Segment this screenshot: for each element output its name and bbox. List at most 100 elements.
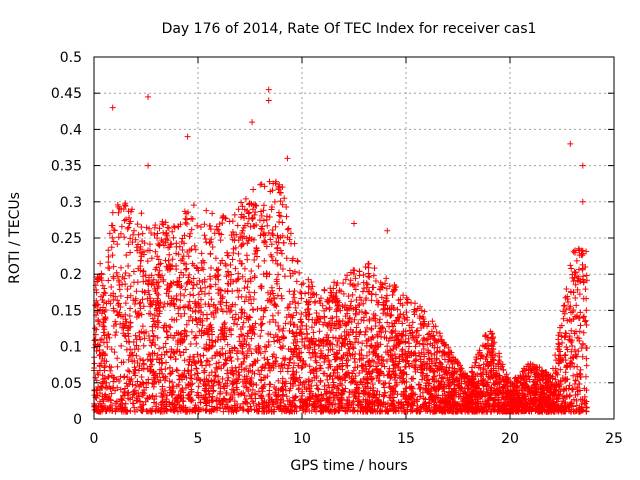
data-point: [313, 309, 320, 316]
data-point: [360, 272, 367, 279]
data-point: [118, 359, 125, 366]
data-point: [214, 226, 221, 233]
data-point: [400, 311, 407, 318]
data-point: [166, 384, 173, 391]
data-point: [195, 267, 202, 274]
data-point: [394, 306, 401, 313]
data-point: [346, 315, 353, 322]
data-point: [182, 346, 189, 353]
data-point: [258, 327, 265, 334]
data-point: [115, 300, 122, 307]
data-point: [185, 274, 192, 281]
data-point: [182, 286, 189, 293]
data-point: [313, 408, 320, 415]
data-point: [95, 383, 102, 390]
data-point: [242, 278, 249, 285]
data-point: [305, 289, 312, 296]
data-point: [163, 230, 170, 237]
data-point: [187, 291, 194, 298]
data-point: [441, 356, 448, 363]
data-point: [294, 258, 301, 265]
data-point: [117, 386, 124, 393]
data-point: [453, 368, 460, 375]
data-point: [345, 332, 352, 339]
data-point: [342, 276, 349, 283]
data-point: [134, 279, 141, 286]
data-point: [425, 389, 432, 396]
data-point: [368, 297, 375, 304]
data-point: [122, 216, 129, 223]
data-point: [203, 357, 210, 364]
data-point: [235, 206, 242, 213]
data-point: [293, 278, 300, 285]
data-point: [382, 328, 389, 335]
data-point: [575, 266, 582, 273]
data-point: [445, 344, 452, 351]
data-point: [208, 326, 215, 333]
data-point: [420, 395, 427, 402]
data-point: [190, 202, 197, 209]
data-point: [246, 234, 253, 241]
data-point: [496, 353, 503, 360]
data-point: [563, 376, 570, 383]
data-point: [109, 209, 116, 216]
data-point: [126, 313, 133, 320]
data-point: [203, 207, 210, 214]
data-point: [95, 371, 102, 378]
data-point: [392, 376, 399, 383]
data-point: [325, 382, 332, 389]
data-point: [238, 241, 245, 248]
data-point: [297, 330, 304, 337]
data-point: [139, 230, 146, 237]
data-point: [170, 383, 177, 390]
data-point: [114, 312, 121, 319]
data-point: [568, 400, 575, 407]
data-point: [129, 381, 136, 388]
data-point: [403, 378, 410, 385]
data-point: [298, 295, 305, 302]
data-point: [419, 373, 426, 380]
data-point: [135, 231, 142, 238]
data-point: [477, 373, 484, 380]
data-point: [185, 381, 192, 388]
data-point: [276, 326, 283, 333]
data-point: [576, 291, 583, 298]
data-point: [484, 351, 491, 358]
data-point: [239, 323, 246, 330]
data-point: [192, 402, 199, 409]
data-point: [261, 354, 268, 361]
data-point: [376, 316, 383, 323]
data-point: [380, 393, 387, 400]
data-point: [154, 374, 161, 381]
data-point: [154, 230, 161, 237]
data-point: [317, 347, 324, 354]
data-point: [285, 362, 292, 369]
data-point: [251, 331, 258, 338]
data-point: [350, 270, 357, 277]
data-point: [344, 272, 351, 279]
data-point: [339, 366, 346, 373]
data-point: [424, 323, 431, 330]
data-point: [173, 296, 180, 303]
data-point: [455, 393, 462, 400]
data-point: [429, 318, 436, 325]
data-point: [241, 233, 248, 240]
data-point: [152, 341, 159, 348]
data-point: [225, 268, 232, 275]
data-point: [253, 382, 260, 389]
data-point: [179, 256, 186, 263]
data-point: [164, 237, 171, 244]
data-point: [241, 265, 248, 272]
data-point: [122, 203, 129, 210]
data-point: [188, 226, 195, 233]
data-point: [192, 315, 199, 322]
data-point: [347, 277, 354, 284]
data-point: [150, 318, 157, 325]
data-point: [134, 359, 141, 366]
data-point: [203, 311, 210, 318]
data-point: [224, 367, 231, 374]
data-point: [276, 212, 283, 219]
data-point: [108, 364, 115, 371]
data-point: [425, 335, 432, 342]
data-point: [249, 306, 256, 313]
